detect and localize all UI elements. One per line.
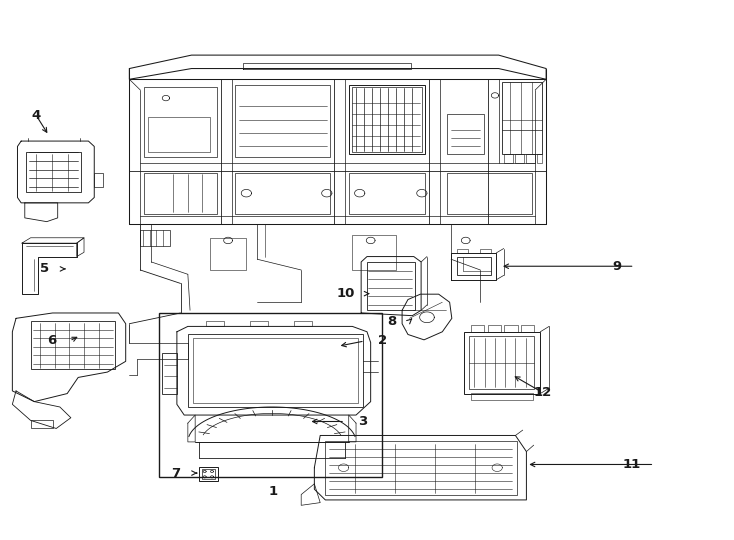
- Bar: [188, 334, 363, 407]
- Text: 7: 7: [172, 467, 181, 480]
- Bar: [479, 248, 490, 253]
- Bar: [470, 325, 484, 332]
- Bar: [325, 441, 517, 495]
- Bar: [469, 336, 534, 389]
- Text: 9: 9: [612, 260, 622, 273]
- Bar: [144, 87, 217, 157]
- Bar: [487, 325, 501, 332]
- Bar: [140, 230, 170, 246]
- Bar: [504, 154, 513, 163]
- Bar: [448, 114, 484, 154]
- Bar: [94, 173, 103, 187]
- Bar: [349, 173, 426, 214]
- Bar: [352, 87, 422, 152]
- Bar: [526, 154, 535, 163]
- Bar: [294, 321, 312, 326]
- Text: 10: 10: [336, 287, 355, 300]
- Text: 8: 8: [387, 314, 396, 328]
- Bar: [148, 117, 210, 152]
- Text: 1: 1: [269, 485, 278, 498]
- Bar: [504, 325, 517, 332]
- Bar: [144, 173, 217, 214]
- Text: 3: 3: [358, 415, 368, 428]
- Text: 2: 2: [378, 334, 387, 347]
- Bar: [367, 262, 415, 310]
- Text: 4: 4: [32, 109, 41, 123]
- Bar: [236, 85, 330, 157]
- Text: 11: 11: [623, 458, 642, 471]
- Bar: [521, 325, 534, 332]
- Bar: [470, 393, 533, 400]
- Bar: [31, 421, 53, 428]
- Bar: [210, 238, 247, 270]
- Bar: [199, 467, 218, 481]
- Text: 6: 6: [47, 334, 57, 347]
- Bar: [502, 82, 542, 154]
- Bar: [464, 332, 540, 394]
- Bar: [206, 321, 225, 326]
- Bar: [349, 85, 426, 154]
- Bar: [537, 154, 542, 163]
- Bar: [352, 235, 396, 270]
- Bar: [457, 257, 490, 275]
- Bar: [193, 338, 358, 403]
- Text: 12: 12: [534, 386, 552, 399]
- Bar: [250, 321, 269, 326]
- Bar: [159, 313, 382, 477]
- Text: 5: 5: [40, 262, 49, 275]
- Bar: [26, 152, 81, 192]
- Bar: [236, 173, 330, 214]
- Bar: [31, 321, 115, 369]
- Bar: [162, 353, 177, 394]
- Bar: [448, 173, 531, 214]
- Bar: [457, 248, 468, 253]
- Bar: [515, 154, 524, 163]
- Bar: [202, 469, 215, 479]
